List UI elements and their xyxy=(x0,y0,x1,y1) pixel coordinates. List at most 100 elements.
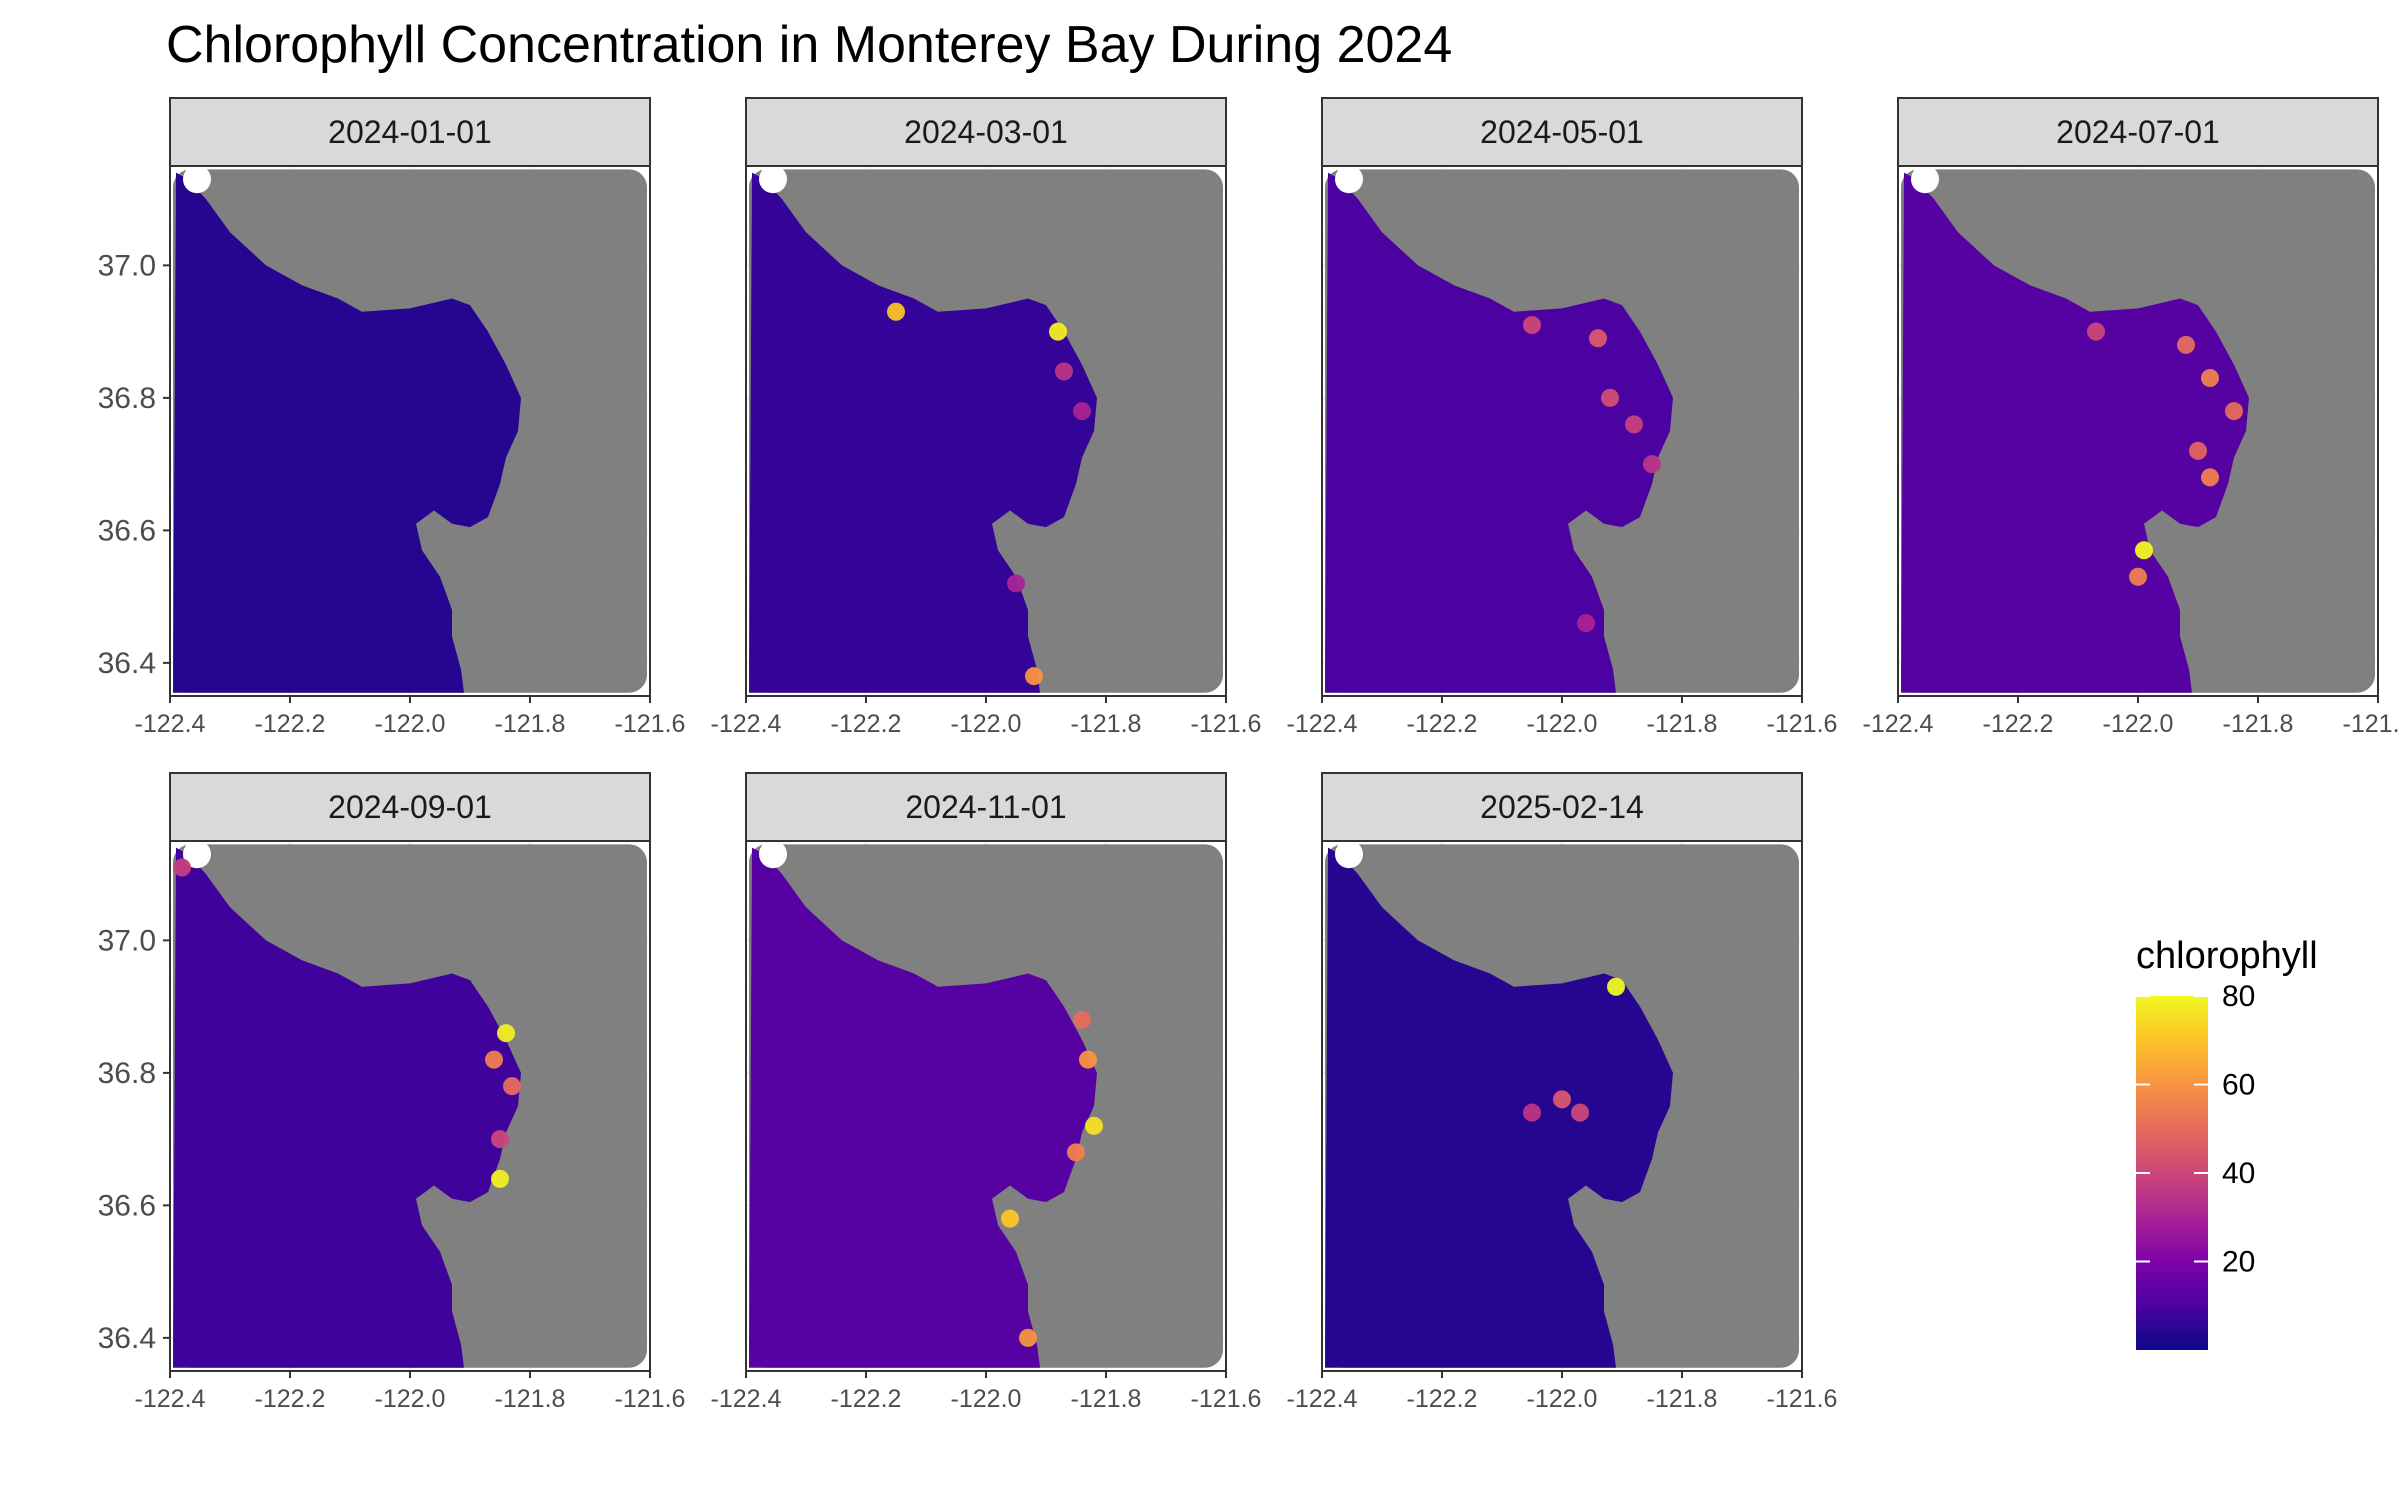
chlorophyll-hotspot xyxy=(497,1024,515,1043)
x-tick-label: -121.8 xyxy=(1647,1385,1718,1413)
ocean-chlorophyll-area xyxy=(1325,172,1673,693)
chlorophyll-hotspot xyxy=(1079,1050,1097,1069)
ocean-chlorophyll-area xyxy=(173,172,521,693)
chlorophyll-hotspot xyxy=(1643,455,1661,474)
chlorophyll-hotspot xyxy=(2135,541,2153,560)
chlorophyll-hotspot xyxy=(1007,574,1025,593)
x-tick-label: -121.6 xyxy=(1767,710,1838,738)
facet-panel: 2024-03-01 -122.4 -122.2 -122.0 -121.8 -121.6 xyxy=(711,97,1262,738)
facet-label: 2024-03-01 xyxy=(904,114,1068,150)
facet-panel: 2025-02-14 -122.4 -122.2 -122.0 -121.8 -121.6 xyxy=(1287,772,1837,1413)
chlorophyll-hotspot xyxy=(491,1130,509,1149)
corner-notch xyxy=(759,840,787,869)
ocean-chlorophyll-area xyxy=(1325,847,1673,1368)
facet-label: 2024-05-01 xyxy=(1480,114,1644,150)
chlorophyll-hotspot xyxy=(1067,1143,1085,1162)
chlorophyll-hotspot xyxy=(1025,667,1043,686)
y-tick-label: 36.6 xyxy=(98,514,156,547)
x-tick-label: -122.0 xyxy=(2103,710,2174,738)
x-tick-label: -122.2 xyxy=(1983,710,2054,738)
chlorophyll-hotspot xyxy=(1049,322,1067,341)
y-tick-label: 36.4 xyxy=(98,1322,156,1355)
chlorophyll-hotspot xyxy=(1577,614,1595,633)
ocean-chlorophyll-area xyxy=(1901,172,2249,693)
facet-label: 2024-01-01 xyxy=(328,114,492,150)
x-tick-label: -122.2 xyxy=(1407,710,1478,738)
x-tick-label: -122.0 xyxy=(1527,1385,1598,1413)
corner-notch xyxy=(1911,165,1939,194)
chlorophyll-hotspot xyxy=(1607,977,1625,996)
y-tick-label: 36.6 xyxy=(98,1189,156,1222)
x-tick-label: -122.2 xyxy=(1407,1385,1478,1413)
legend-tick-label: 80 xyxy=(2222,980,2255,1013)
x-tick-label: -122.4 xyxy=(135,710,206,738)
color-legend: chlorophyll 20 40 60 80 xyxy=(2136,935,2318,1350)
chlorophyll-hotspot xyxy=(2177,335,2195,354)
chlorophyll-hotspot xyxy=(1523,316,1541,334)
x-tick-label: -121.6 xyxy=(1191,710,1262,738)
chlorophyll-hotspot xyxy=(2201,369,2219,387)
x-tick-label: -122.2 xyxy=(831,1385,902,1413)
corner-notch xyxy=(759,165,787,194)
x-tick-label: -121.8 xyxy=(495,1385,566,1413)
chlorophyll-hotspot xyxy=(2129,567,2147,586)
chlorophyll-hotspot xyxy=(2189,441,2207,460)
facet-panel: 2024-07-01 -122.4 -122.2 -122.0 -121.8 -121.6 xyxy=(1863,97,2400,738)
ocean-chlorophyll-area xyxy=(173,847,521,1368)
legend-tick-label: 40 xyxy=(2222,1157,2255,1190)
x-tick-label: -121.8 xyxy=(1071,1385,1142,1413)
facet-label: 2024-09-01 xyxy=(328,789,492,825)
x-tick-label: -121.8 xyxy=(1071,710,1142,738)
chlorophyll-hotspot xyxy=(503,1077,521,1096)
facet-panel: 2024-01-01 36.4 36.6 36.8 37.0 -122.4 -122.2 -1… xyxy=(98,97,686,738)
chlorophyll-hotspot xyxy=(887,302,905,321)
ocean-chlorophyll-area xyxy=(749,172,1097,693)
chart-title: Chlorophyll Concentration in Monterey Ba… xyxy=(166,16,1452,74)
y-tick-label: 36.8 xyxy=(98,382,156,415)
x-tick-label: -122.0 xyxy=(951,1385,1022,1413)
chlorophyll-hotspot xyxy=(2201,468,2219,487)
chlorophyll-hotspot xyxy=(1073,1010,1091,1029)
x-tick-label: -121.8 xyxy=(1647,710,1718,738)
chlorophyll-hotspot xyxy=(1001,1209,1019,1228)
chlorophyll-hotspot xyxy=(1553,1090,1571,1109)
corner-notch xyxy=(183,165,211,194)
y-tick-label: 37.0 xyxy=(98,249,156,282)
corner-notch xyxy=(183,840,211,869)
facet-panels: 2024-01-01 36.4 36.6 36.8 37.0 -122.4 -122.2 -1… xyxy=(98,97,2400,1413)
x-tick-label: -122.0 xyxy=(1527,710,1598,738)
x-tick-label: -122.0 xyxy=(375,1385,446,1413)
chlorophyll-hotspot xyxy=(485,1050,503,1069)
chlorophyll-hotspot xyxy=(2225,402,2243,421)
chlorophyll-hotspot xyxy=(1055,362,1073,381)
y-tick-label: 37.0 xyxy=(98,924,156,957)
x-tick-label: -122.4 xyxy=(1863,710,1934,738)
ocean-chlorophyll-area xyxy=(749,847,1097,1368)
x-tick-label: -121.6 xyxy=(615,710,686,738)
chlorophyll-hotspot xyxy=(1601,388,1619,407)
x-tick-label: -121.6 xyxy=(615,1385,686,1413)
facet-label: 2024-07-01 xyxy=(2056,114,2220,150)
legend-tick-label: 20 xyxy=(2222,1246,2255,1279)
x-tick-label: -122.4 xyxy=(1287,710,1358,738)
facet-panel: 2024-09-01 36.4 36.6 36.8 37.0 -122.4 -122.2 -1… xyxy=(98,772,686,1413)
corner-notch xyxy=(1335,165,1363,194)
x-tick-label: -121.8 xyxy=(495,710,566,738)
facet-label: 2025-02-14 xyxy=(1480,789,1644,825)
x-tick-label: -122.4 xyxy=(711,1385,782,1413)
chlorophyll-hotspot xyxy=(491,1169,509,1188)
x-tick-label: -122.0 xyxy=(375,710,446,738)
x-tick-label: -121.6 xyxy=(1191,1385,1262,1413)
facet-panel: 2024-05-01 -122.4 -122.2 -122.0 -121.8 -121.6 xyxy=(1287,97,1838,738)
chlorophyll-hotspot xyxy=(1523,1103,1541,1122)
x-tick-label: -121.6 xyxy=(2343,710,2400,738)
chlorophyll-hotspot xyxy=(1019,1328,1037,1347)
x-tick-label: -122.0 xyxy=(951,710,1022,738)
facet-strip xyxy=(1321,97,1803,167)
facet-label: 2024-11-01 xyxy=(905,789,1066,825)
chlorophyll-hotspot xyxy=(1085,1116,1103,1135)
x-tick-label: -122.2 xyxy=(255,710,326,738)
facet-strip xyxy=(1321,772,1803,842)
x-tick-label: -122.2 xyxy=(255,1385,326,1413)
